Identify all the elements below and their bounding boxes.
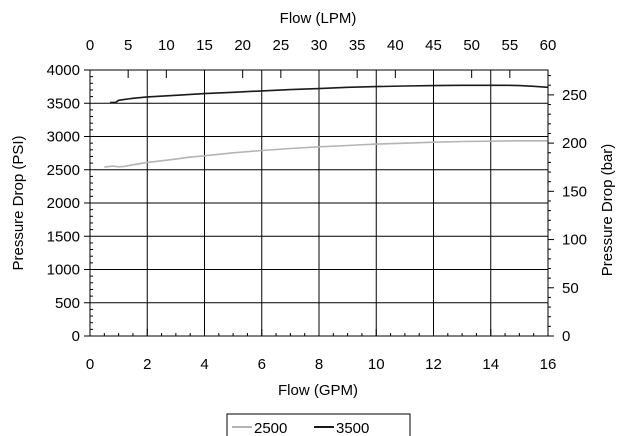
y-tick-label: 3000 — [47, 129, 80, 146]
x2-tick-label: 45 — [425, 37, 442, 54]
x2-axis-label: Flow (LPM) — [280, 10, 357, 27]
y-tick-label: 2000 — [47, 195, 80, 212]
y2-tick-label: 150 — [562, 183, 587, 200]
x2-tick-label: 30 — [311, 37, 328, 54]
y-tick-label: 3500 — [47, 95, 80, 112]
x-tick-label: 8 — [315, 356, 323, 373]
x2-tick-label: 50 — [463, 37, 480, 54]
grid — [89, 69, 549, 337]
x-tick-label: 10 — [368, 356, 385, 373]
x2-tick-label: 20 — [234, 37, 251, 54]
series-lines — [104, 84, 549, 168]
x-tick-label: 16 — [540, 356, 557, 373]
legend-box — [226, 413, 411, 436]
y-tick-label: 0 — [72, 328, 80, 345]
x2-tick-label: 55 — [501, 37, 518, 54]
y-tick-label: 2500 — [47, 162, 80, 179]
y-tick-label: 1500 — [47, 228, 80, 245]
x-tick-label: 6 — [258, 356, 266, 373]
x-tick-label: 2 — [143, 356, 151, 373]
x-axis-label: Flow (GPM) — [278, 382, 358, 399]
x-tick-label: 12 — [425, 356, 442, 373]
y-axis-label: Pressure Drop (PSI) — [10, 135, 27, 270]
y2-tick-label: 200 — [562, 135, 587, 152]
x2-tick-label: 0 — [86, 37, 94, 54]
legend-label-3500: 3500 — [336, 420, 369, 436]
x2-tick-label: 60 — [540, 37, 557, 54]
legend-label-2500: 2500 — [254, 420, 287, 436]
y2-axis-label: Pressure Drop (bar) — [599, 144, 616, 277]
y2-tick-label: 250 — [562, 87, 587, 104]
y2-tick-label: 0 — [562, 328, 570, 345]
x-tick-label: 14 — [482, 356, 499, 373]
y-tick-label: 500 — [55, 295, 80, 312]
x2-tick-label: 35 — [349, 37, 366, 54]
ticks: 0 2 4 6 8 10 12 14 16 0 5 10 15 20 25 30 35 40 45 50 55 60 0 50… — [47, 37, 587, 373]
y-tick-label: 4000 — [47, 62, 80, 79]
y2-tick-label: 50 — [562, 280, 579, 297]
x2-tick-label: 5 — [124, 37, 132, 54]
x-tick-label: 4 — [200, 356, 208, 373]
x2-tick-label: 15 — [196, 37, 213, 54]
x2-tick-label: 25 — [272, 37, 289, 54]
legend: 2500 3500 — [226, 413, 411, 436]
y-tick-label: 1000 — [47, 262, 80, 279]
series-line-3500 — [109, 84, 549, 104]
series-line-2500 — [104, 140, 548, 168]
x2-tick-label: 40 — [387, 37, 404, 54]
y2-tick-label: 100 — [562, 232, 587, 249]
x2-tick-label: 10 — [158, 37, 175, 54]
x-tick-label: 0 — [86, 356, 94, 373]
